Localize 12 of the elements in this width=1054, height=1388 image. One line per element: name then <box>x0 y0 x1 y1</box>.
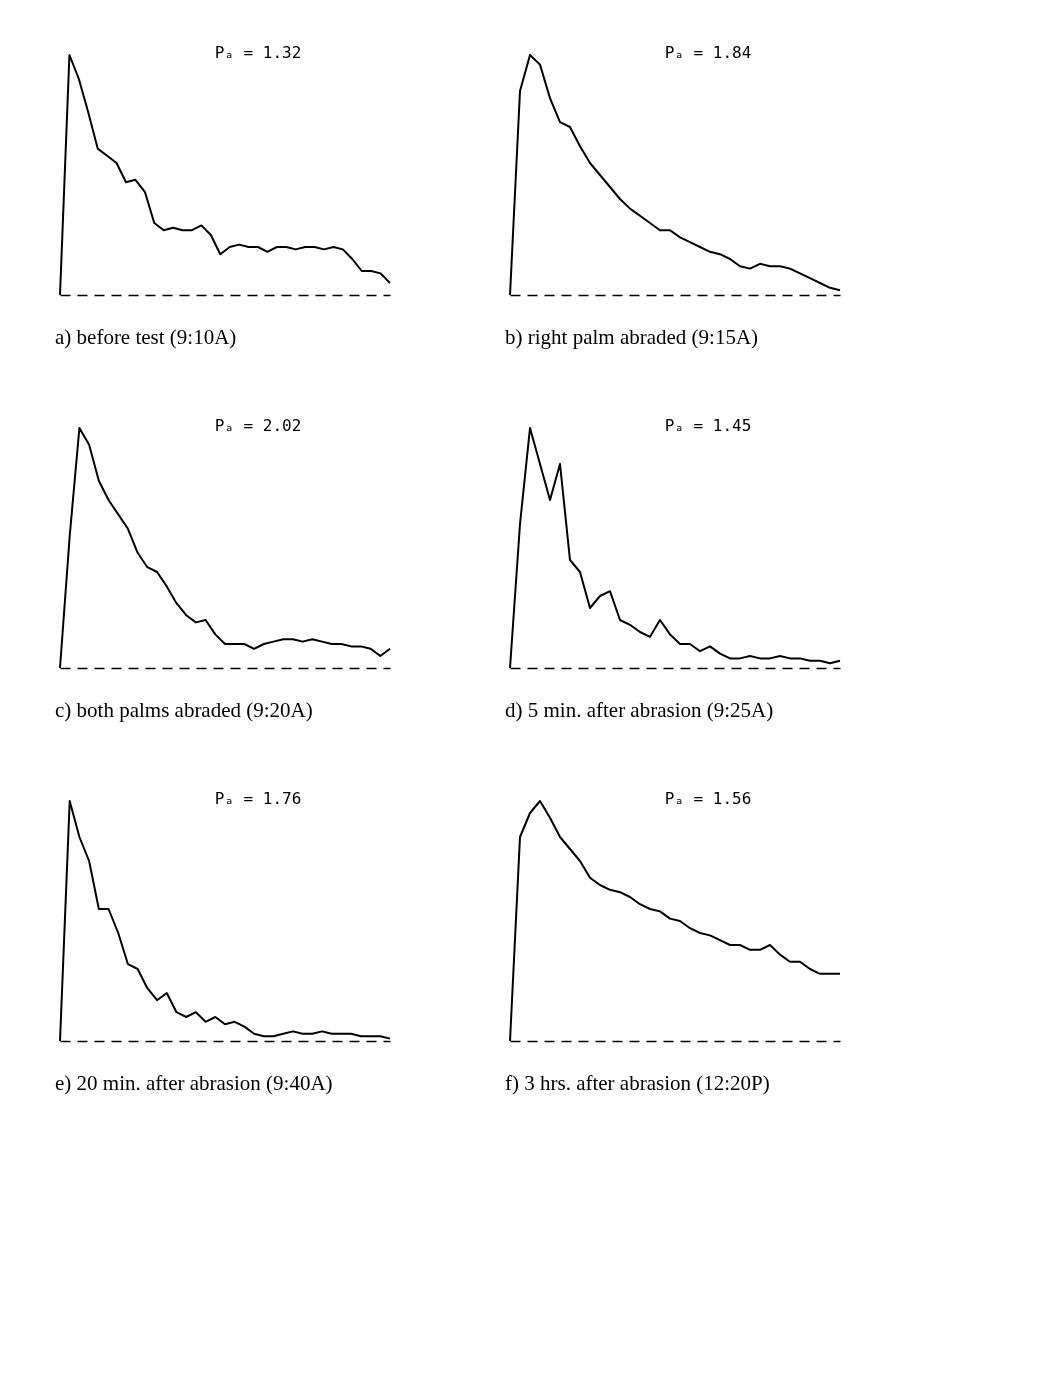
text: f) 3 hrs. after abrasion (12:20P) <box>505 1071 770 1095</box>
text: c) both palms abraded (9:20A) <box>55 698 313 722</box>
annotation: Pₐ = 1.84 <box>664 43 752 62</box>
text: e) 20 min. after abrasion (9:40A) <box>55 1071 333 1095</box>
text: b) right palm abraded (9:15A) <box>505 325 759 349</box>
annotation: Pₐ = 1.56 <box>664 789 752 808</box>
annotation: Pₐ = 2.02 <box>214 416 302 435</box>
annotation: Pₐ = 1.45 <box>664 416 752 435</box>
text: d) 5 min. after abrasion (9:25A) <box>505 698 774 722</box>
text: a) before test (9:10A) <box>55 325 237 349</box>
annotation: Pₐ = 1.76 <box>214 789 302 808</box>
annotation: Pₐ = 1.32 <box>214 43 302 62</box>
